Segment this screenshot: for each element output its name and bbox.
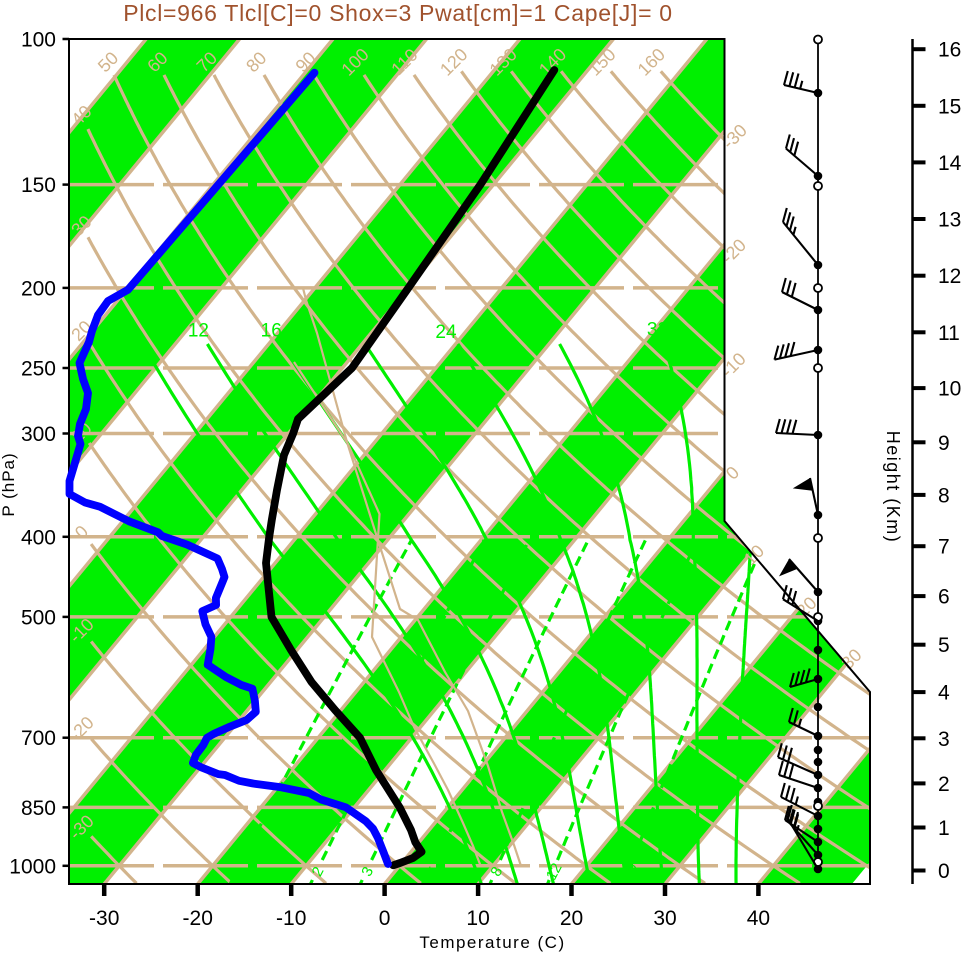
svg-text:15: 15 <box>938 95 961 118</box>
svg-text:16: 16 <box>938 39 961 62</box>
svg-text:8: 8 <box>938 484 950 507</box>
svg-text:7: 7 <box>938 536 950 559</box>
svg-text:3: 3 <box>938 728 950 751</box>
svg-text:Plcl=966 Tlcl[C]=0 Shox=3 Pwat: Plcl=966 Tlcl[C]=0 Shox=3 Pwat[cm]=1 Cap… <box>123 0 673 26</box>
svg-text:14: 14 <box>938 152 961 175</box>
svg-text:500: 500 <box>21 606 56 629</box>
svg-text:P (hPa): P (hPa) <box>0 452 18 516</box>
svg-text:40: 40 <box>747 907 770 930</box>
svg-text:-20: -20 <box>183 907 213 930</box>
svg-text:0: 0 <box>379 907 391 930</box>
svg-text:-30: -30 <box>89 907 119 930</box>
svg-text:300: 300 <box>21 423 56 446</box>
svg-text:6: 6 <box>938 586 950 609</box>
svg-text:5: 5 <box>938 634 950 657</box>
svg-text:1: 1 <box>938 817 950 840</box>
svg-text:11: 11 <box>938 322 960 345</box>
svg-text:20: 20 <box>560 907 583 930</box>
svg-text:100: 100 <box>21 29 56 52</box>
svg-text:10: 10 <box>466 907 489 930</box>
svg-text:30: 30 <box>653 907 676 930</box>
svg-text:200: 200 <box>21 277 56 300</box>
svg-text:16: 16 <box>261 321 282 342</box>
svg-text:400: 400 <box>21 526 56 549</box>
svg-text:Temperature (C): Temperature (C) <box>419 933 565 952</box>
svg-text:0: 0 <box>938 860 950 883</box>
svg-text:24: 24 <box>435 322 457 343</box>
svg-text:9: 9 <box>938 432 950 455</box>
svg-text:150: 150 <box>21 174 56 197</box>
svg-text:13: 13 <box>938 209 961 232</box>
svg-text:32: 32 <box>647 320 668 341</box>
svg-text:850: 850 <box>21 797 56 820</box>
svg-text:700: 700 <box>21 727 56 750</box>
svg-text:12: 12 <box>938 265 961 288</box>
svg-text:Height (Km): Height (Km) <box>883 431 903 544</box>
svg-text:-10: -10 <box>276 907 306 930</box>
svg-text:250: 250 <box>21 358 56 381</box>
svg-text:2: 2 <box>938 773 950 796</box>
svg-text:4: 4 <box>938 682 950 705</box>
svg-text:1000: 1000 <box>9 855 56 878</box>
svg-text:10: 10 <box>938 378 961 401</box>
svg-text:12: 12 <box>188 321 209 342</box>
